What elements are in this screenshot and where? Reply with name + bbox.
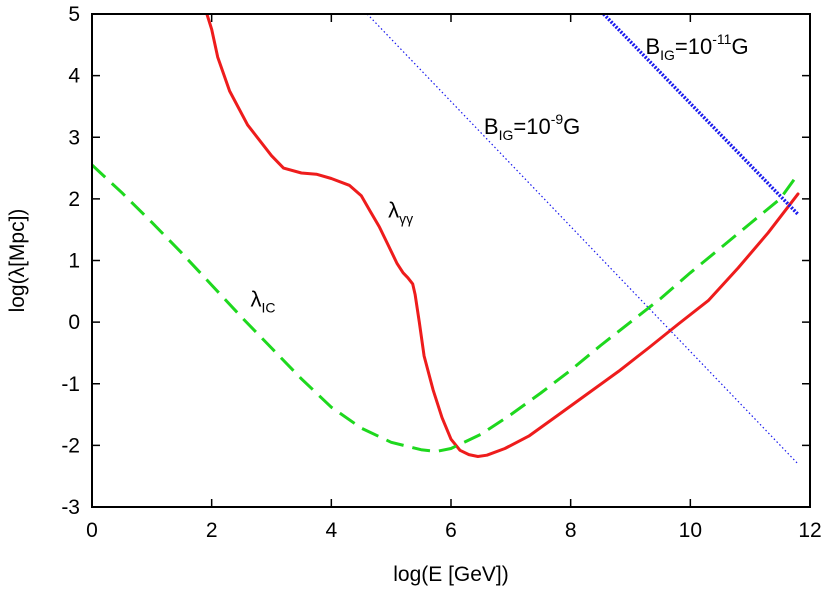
x-tick-label: 2 — [206, 519, 218, 542]
y-tick-label: 5 — [68, 3, 80, 26]
x-tick-label: 8 — [565, 519, 577, 542]
annotations: λγγ λIC BIG=10-9G BIG=10-11G — [251, 31, 749, 316]
y-tick-label: -3 — [61, 496, 80, 519]
y-tick-label: 3 — [68, 126, 80, 149]
annotation-lgg: λγγ — [388, 197, 413, 226]
annotation-lic: λIC — [251, 287, 276, 316]
plot-frame — [91, 13, 811, 508]
y-tick-label: -1 — [61, 373, 80, 396]
x-tick-label: 10 — [679, 519, 702, 542]
x-axis-label: log(E [GeV]) — [393, 563, 509, 586]
y-tick-label: 4 — [68, 65, 80, 88]
y-tick-label: 2 — [68, 188, 80, 211]
annotation-b9: BIG=10-9G — [484, 111, 580, 143]
y-axis-label: log(λ[Mpc]) — [6, 209, 29, 313]
x-tick-label: 12 — [798, 519, 821, 542]
y-tick-label: 0 — [68, 311, 80, 334]
axis-ticks — [91, 13, 811, 508]
series-lambda_gammagamma — [205, 14, 800, 458]
annotation-b11: BIG=10-11G — [645, 31, 748, 63]
series-lambda_IC — [92, 163, 800, 453]
plot-lines — [92, 14, 800, 465]
x-tick-label: 4 — [325, 519, 337, 542]
y-tick-label: -2 — [61, 434, 80, 457]
x-tick-label: 6 — [445, 519, 457, 542]
series-B_IG_1e-11G — [602, 14, 800, 216]
x-tick-label: 0 — [86, 519, 98, 542]
y-tick-label: 1 — [68, 250, 80, 273]
